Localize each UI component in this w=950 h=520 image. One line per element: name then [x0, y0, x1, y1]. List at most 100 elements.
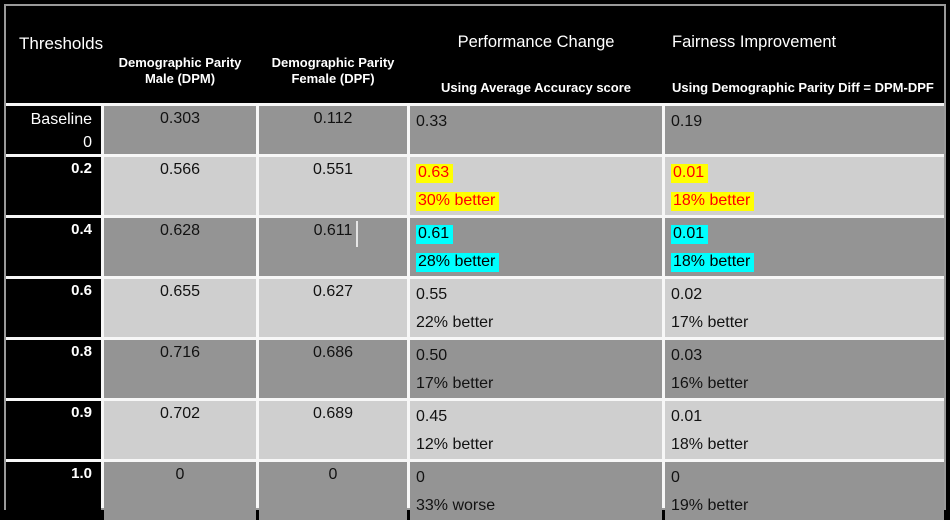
- fairness-cell[interactable]: 0.01 18% better: [665, 218, 944, 276]
- dpm-cell[interactable]: 0.628: [104, 218, 256, 276]
- fairness-note: 16% better: [671, 375, 749, 392]
- fairness-cell[interactable]: 0.01 18% better: [665, 401, 944, 459]
- fairness-note: 17% better: [671, 314, 749, 331]
- dpf-value: 0: [328, 466, 338, 483]
- header-thresholds: Thresholds: [19, 34, 104, 53]
- thresholds-table: Thresholds Demographic Parity Male (DPM)…: [4, 4, 946, 520]
- dpf-value: 0.686: [312, 344, 354, 361]
- performance-value: 0.45: [416, 408, 448, 425]
- performance-cell[interactable]: 0.61 28% better: [410, 218, 662, 276]
- header-fairness: Fairness Improvement Using Demographic P…: [665, 6, 944, 103]
- fairness-value: 0.03: [671, 347, 703, 364]
- header-dpm-line1: Demographic Parity: [118, 55, 242, 70]
- dpf-cell[interactable]: 0.689: [259, 401, 407, 459]
- dpm-cell[interactable]: 0.702: [104, 401, 256, 459]
- header-dpf-line1: Demographic Parity: [271, 55, 395, 70]
- dpm-value: 0: [175, 466, 185, 483]
- fairness-value-highlighted: 0.01: [671, 163, 709, 183]
- dpm-cell[interactable]: 0.716: [104, 340, 256, 398]
- threshold-cell[interactable]: 0.6: [6, 279, 101, 337]
- dpf-value: 0.627: [312, 283, 354, 300]
- threshold-label: 0.2: [71, 160, 92, 177]
- dpm-value: 0.628: [159, 222, 201, 239]
- performance-note-highlighted: 30% better: [416, 191, 500, 211]
- threshold-cell[interactable]: 0.4: [6, 218, 101, 276]
- performance-cell[interactable]: 0 33% worse: [410, 462, 662, 520]
- header-fairness-title: Fairness Improvement: [672, 33, 837, 51]
- header-performance: Performance Change Using Average Accurac…: [410, 6, 662, 103]
- threshold-cell[interactable]: 0.8: [6, 340, 101, 398]
- threshold-cell[interactable]: Baseline 0: [6, 106, 101, 154]
- performance-value-highlighted: 0.61: [416, 224, 454, 244]
- performance-note: 33% worse: [416, 497, 496, 514]
- threshold-label: 0.4: [71, 221, 92, 238]
- header-dpf: Demographic Parity Female (DPF): [259, 6, 407, 103]
- fairness-cell[interactable]: 0.01 18% better: [665, 157, 944, 215]
- performance-cell[interactable]: 0.33: [410, 106, 662, 154]
- header-performance-title: Performance Change: [457, 33, 615, 51]
- performance-cell[interactable]: 0.50 17% better: [410, 340, 662, 398]
- fairness-value: 0.19: [671, 113, 703, 130]
- dpf-value: 0.611: [313, 222, 353, 239]
- dpm-value: 0.303: [159, 110, 201, 127]
- dpm-value: 0.566: [159, 161, 201, 178]
- header-fairness-subtitle: Using Demographic Parity Diff = DPM-DPF: [672, 80, 934, 95]
- dpm-value: 0.655: [159, 283, 201, 300]
- fairness-value: 0.02: [671, 286, 703, 303]
- performance-value: 0.33: [416, 113, 448, 130]
- dpf-value: 0.551: [312, 161, 354, 178]
- fairness-cell[interactable]: 0.19: [665, 106, 944, 154]
- performance-value: 0: [416, 469, 425, 486]
- header-dpf-line2: Female (DPF): [291, 71, 375, 86]
- threshold-label: 0.9: [71, 404, 92, 421]
- fairness-note: 19% better: [671, 497, 749, 514]
- fairness-cell[interactable]: 0.02 17% better: [665, 279, 944, 337]
- performance-note: 22% better: [416, 314, 494, 331]
- threshold-label-line2: 0: [83, 134, 92, 151]
- fairness-value-highlighted: 0.01: [671, 224, 709, 244]
- performance-value-highlighted: 0.63: [416, 163, 454, 183]
- fairness-value: 0.01: [671, 408, 703, 425]
- performance-value: 0.55: [416, 286, 448, 303]
- threshold-cell[interactable]: 1.0: [6, 462, 101, 520]
- table-header-row: Thresholds Demographic Parity Male (DPM)…: [6, 6, 944, 103]
- fairness-note-highlighted: 18% better: [671, 191, 755, 211]
- fairness-cell[interactable]: 0 19% better: [665, 462, 944, 520]
- dpm-cell[interactable]: 0.655: [104, 279, 256, 337]
- fairness-value: 0: [671, 469, 680, 486]
- performance-value: 0.50: [416, 347, 448, 364]
- dpf-cell[interactable]: 0: [259, 462, 407, 520]
- threshold-label: 0.6: [71, 282, 92, 299]
- dpm-cell[interactable]: 0: [104, 462, 256, 520]
- dpf-cell[interactable]: 0.112: [259, 106, 407, 154]
- dpf-value: 0.689: [312, 405, 354, 422]
- header-dpm: Demographic Parity Male (DPM): [104, 6, 256, 103]
- dpm-cell[interactable]: 0.303: [104, 106, 256, 154]
- threshold-cell[interactable]: 0.2: [6, 157, 101, 215]
- performance-cell[interactable]: 0.55 22% better: [410, 279, 662, 337]
- header-dpm-line2: Male (DPM): [144, 71, 216, 86]
- dpf-cell[interactable]: 0.627: [259, 279, 407, 337]
- performance-note: 17% better: [416, 375, 494, 392]
- threshold-label: Baseline: [30, 111, 92, 128]
- fairness-note-highlighted: 18% better: [671, 252, 755, 272]
- text-cursor: [356, 221, 358, 247]
- dpm-value: 0.702: [159, 405, 201, 422]
- dpf-cell[interactable]: 0.686: [259, 340, 407, 398]
- threshold-label: 1.0: [71, 465, 92, 482]
- performance-note: 12% better: [416, 436, 494, 453]
- threshold-cell[interactable]: 0.9: [6, 401, 101, 459]
- performance-cell[interactable]: 0.63 30% better: [410, 157, 662, 215]
- dpf-value: 0.112: [313, 110, 353, 127]
- threshold-label: 0.8: [71, 343, 92, 360]
- fairness-note: 18% better: [671, 436, 749, 453]
- header-performance-subtitle: Using Average Accuracy score: [440, 80, 632, 95]
- dpm-value: 0.716: [159, 344, 201, 361]
- fairness-cell[interactable]: 0.03 16% better: [665, 340, 944, 398]
- dpf-cell[interactable]: 0.611: [259, 218, 407, 276]
- performance-cell[interactable]: 0.45 12% better: [410, 401, 662, 459]
- dpf-cell[interactable]: 0.551: [259, 157, 407, 215]
- performance-note-highlighted: 28% better: [416, 252, 500, 272]
- dpm-cell[interactable]: 0.566: [104, 157, 256, 215]
